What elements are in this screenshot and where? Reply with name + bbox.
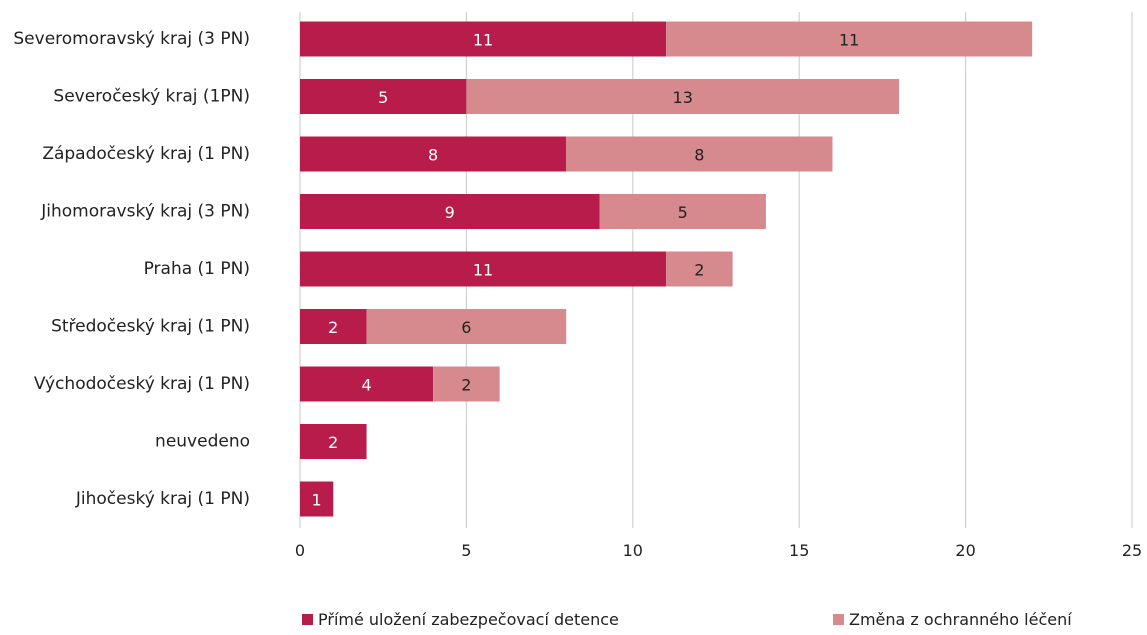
x-tick-label: 15 — [789, 541, 809, 560]
category-label: Západočeský kraj (1 PN) — [42, 144, 250, 164]
x-tick-label: 20 — [955, 541, 975, 560]
category-label: neuvedeno — [155, 432, 250, 452]
bar-segment-series-2 — [566, 136, 833, 172]
legend-swatch — [302, 614, 313, 625]
x-axis-tick-labels: 0 5 10 15 20 25 — [295, 541, 1142, 560]
category-label: Severomoravský kraj (3 PN) — [13, 29, 250, 49]
bars: 11 11 5 13 8 8 9 5 11 2 2 6 4 2 2 1 — [300, 21, 1033, 517]
category-label: Východočeský kraj (1 PN) — [34, 374, 250, 394]
category-label: Praha (1 PN) — [144, 259, 250, 279]
data-label: 13 — [673, 88, 693, 107]
bar-segment-series-1 — [300, 79, 467, 114]
x-tick-label: 10 — [623, 541, 643, 560]
x-tick-label: 5 — [461, 541, 471, 560]
data-label: 2 — [328, 433, 338, 452]
bar-segment-series-2 — [366, 309, 567, 344]
data-label: 11 — [473, 261, 493, 280]
data-label: 8 — [428, 146, 438, 165]
bar-segment-series-1 — [300, 21, 667, 57]
data-label: 11 — [473, 31, 493, 50]
category-label: Jihomoravský kraj (3 PN) — [40, 202, 250, 222]
data-label: 5 — [378, 88, 388, 107]
data-label: 2 — [328, 318, 338, 337]
data-label: 8 — [694, 146, 704, 165]
data-label: 1 — [312, 491, 322, 510]
bar-segment-series-1 — [300, 424, 367, 459]
bar-segment-series-1 — [300, 194, 600, 229]
data-label: 5 — [678, 203, 688, 222]
data-label: 9 — [445, 203, 455, 222]
legend: Přímé uložení zabezpečovací detence Změna… — [302, 610, 1072, 629]
bar-segment-series-1 — [300, 481, 334, 517]
category-labels: Severomoravský kraj (3 PN) Severočeský kr… — [13, 29, 250, 509]
bar-segment-series-1 — [300, 136, 567, 172]
bar-segment-series-2 — [599, 194, 766, 229]
category-label: Jihočeský kraj (1 PN) — [75, 489, 250, 509]
x-tick-label: 25 — [1122, 541, 1142, 560]
data-label: 4 — [361, 376, 371, 395]
category-label: Středočeský kraj (1 PN) — [51, 317, 250, 337]
bar-segment-series-1 — [300, 309, 367, 344]
legend-entry: Změna z ochranného léčení — [849, 610, 1072, 629]
bar-segment-series-2 — [466, 79, 900, 114]
data-label: 11 — [839, 31, 859, 50]
legend-swatch — [833, 614, 844, 625]
bar-segment-series-2 — [433, 366, 500, 402]
data-label: 2 — [694, 261, 704, 280]
category-label: Severočeský kraj (1PN) — [53, 87, 250, 107]
bar-segment-series-1 — [300, 366, 434, 402]
data-label: 6 — [461, 318, 471, 337]
bar-segment-series-1 — [300, 251, 667, 287]
x-tick-label: 0 — [295, 541, 305, 560]
bar-segment-series-2 — [666, 251, 733, 287]
legend-entry: Přímé uložení zabezpečovací detence — [318, 610, 619, 629]
bar-segment-series-2 — [666, 21, 1033, 57]
data-label: 2 — [461, 376, 471, 395]
